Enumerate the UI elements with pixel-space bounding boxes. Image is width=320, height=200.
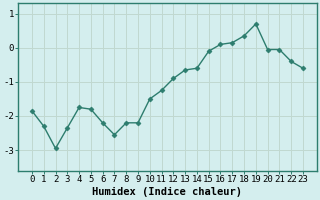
X-axis label: Humidex (Indice chaleur): Humidex (Indice chaleur) [92,186,243,197]
